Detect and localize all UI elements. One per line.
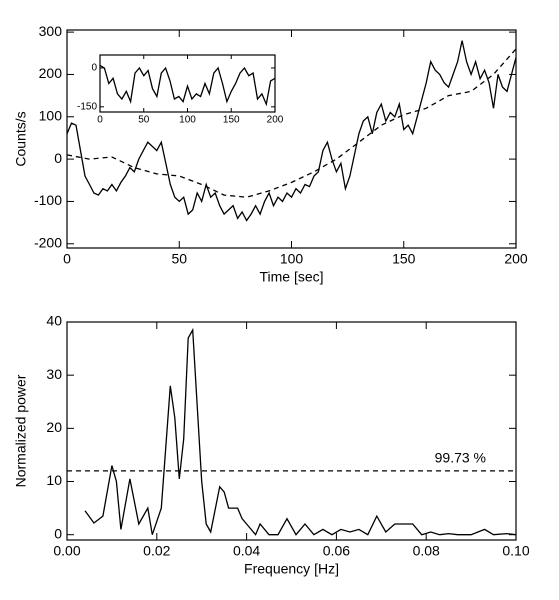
x-tick-label: 0.10 — [502, 543, 529, 559]
y-axis-label: Normalized power — [13, 374, 29, 487]
y-tick-label: -200 — [34, 234, 62, 250]
x-tick-label: 0.08 — [413, 543, 440, 559]
x-tick-label: 50 — [138, 115, 150, 126]
y-tick-label: 20 — [46, 419, 62, 435]
y-tick-label: -150 — [77, 101, 97, 112]
y-tick-label: 100 — [39, 107, 63, 123]
plot-frame — [66, 321, 517, 541]
y-tick-label: 0 — [54, 150, 62, 166]
x-tick-label: 50 — [171, 251, 187, 267]
y-tick-label: 200 — [39, 65, 63, 81]
data-line — [99, 64, 276, 107]
y-tick-label: 0 — [54, 525, 62, 541]
y-tick-label: 300 — [39, 23, 63, 39]
x-tick-label: 0.06 — [323, 543, 350, 559]
data-line — [66, 40, 517, 222]
y-tick-label: 10 — [46, 472, 62, 488]
x-tick-label: 0 — [63, 251, 71, 267]
x-tick-label: 0 — [97, 115, 103, 126]
x-tick-label: 200 — [267, 115, 284, 126]
x-tick-label: 150 — [392, 251, 416, 267]
y-tick-label: -100 — [34, 192, 62, 208]
y-tick-label: 40 — [46, 313, 62, 329]
y-axis-label: Counts/s — [13, 111, 29, 166]
data-line — [84, 327, 517, 536]
y-tick-label: 30 — [46, 366, 62, 382]
inset-frame — [99, 54, 276, 113]
x-tick-label: 0.02 — [143, 543, 170, 559]
y-tick-label: 0 — [91, 63, 97, 74]
threshold-label: 99.73 % — [435, 450, 486, 466]
x-tick-label: 0.04 — [233, 543, 260, 559]
x-tick-label: 150 — [223, 115, 240, 126]
x-tick-label: 0.00 — [53, 543, 80, 559]
x-axis-label: Time [sec] — [259, 269, 323, 285]
x-axis-label: Frequency [Hz] — [244, 561, 339, 577]
x-tick-label: 100 — [179, 115, 196, 126]
plot-frame — [66, 29, 517, 249]
x-tick-label: 200 — [504, 251, 528, 267]
trend-line — [66, 48, 517, 198]
x-tick-label: 100 — [280, 251, 304, 267]
